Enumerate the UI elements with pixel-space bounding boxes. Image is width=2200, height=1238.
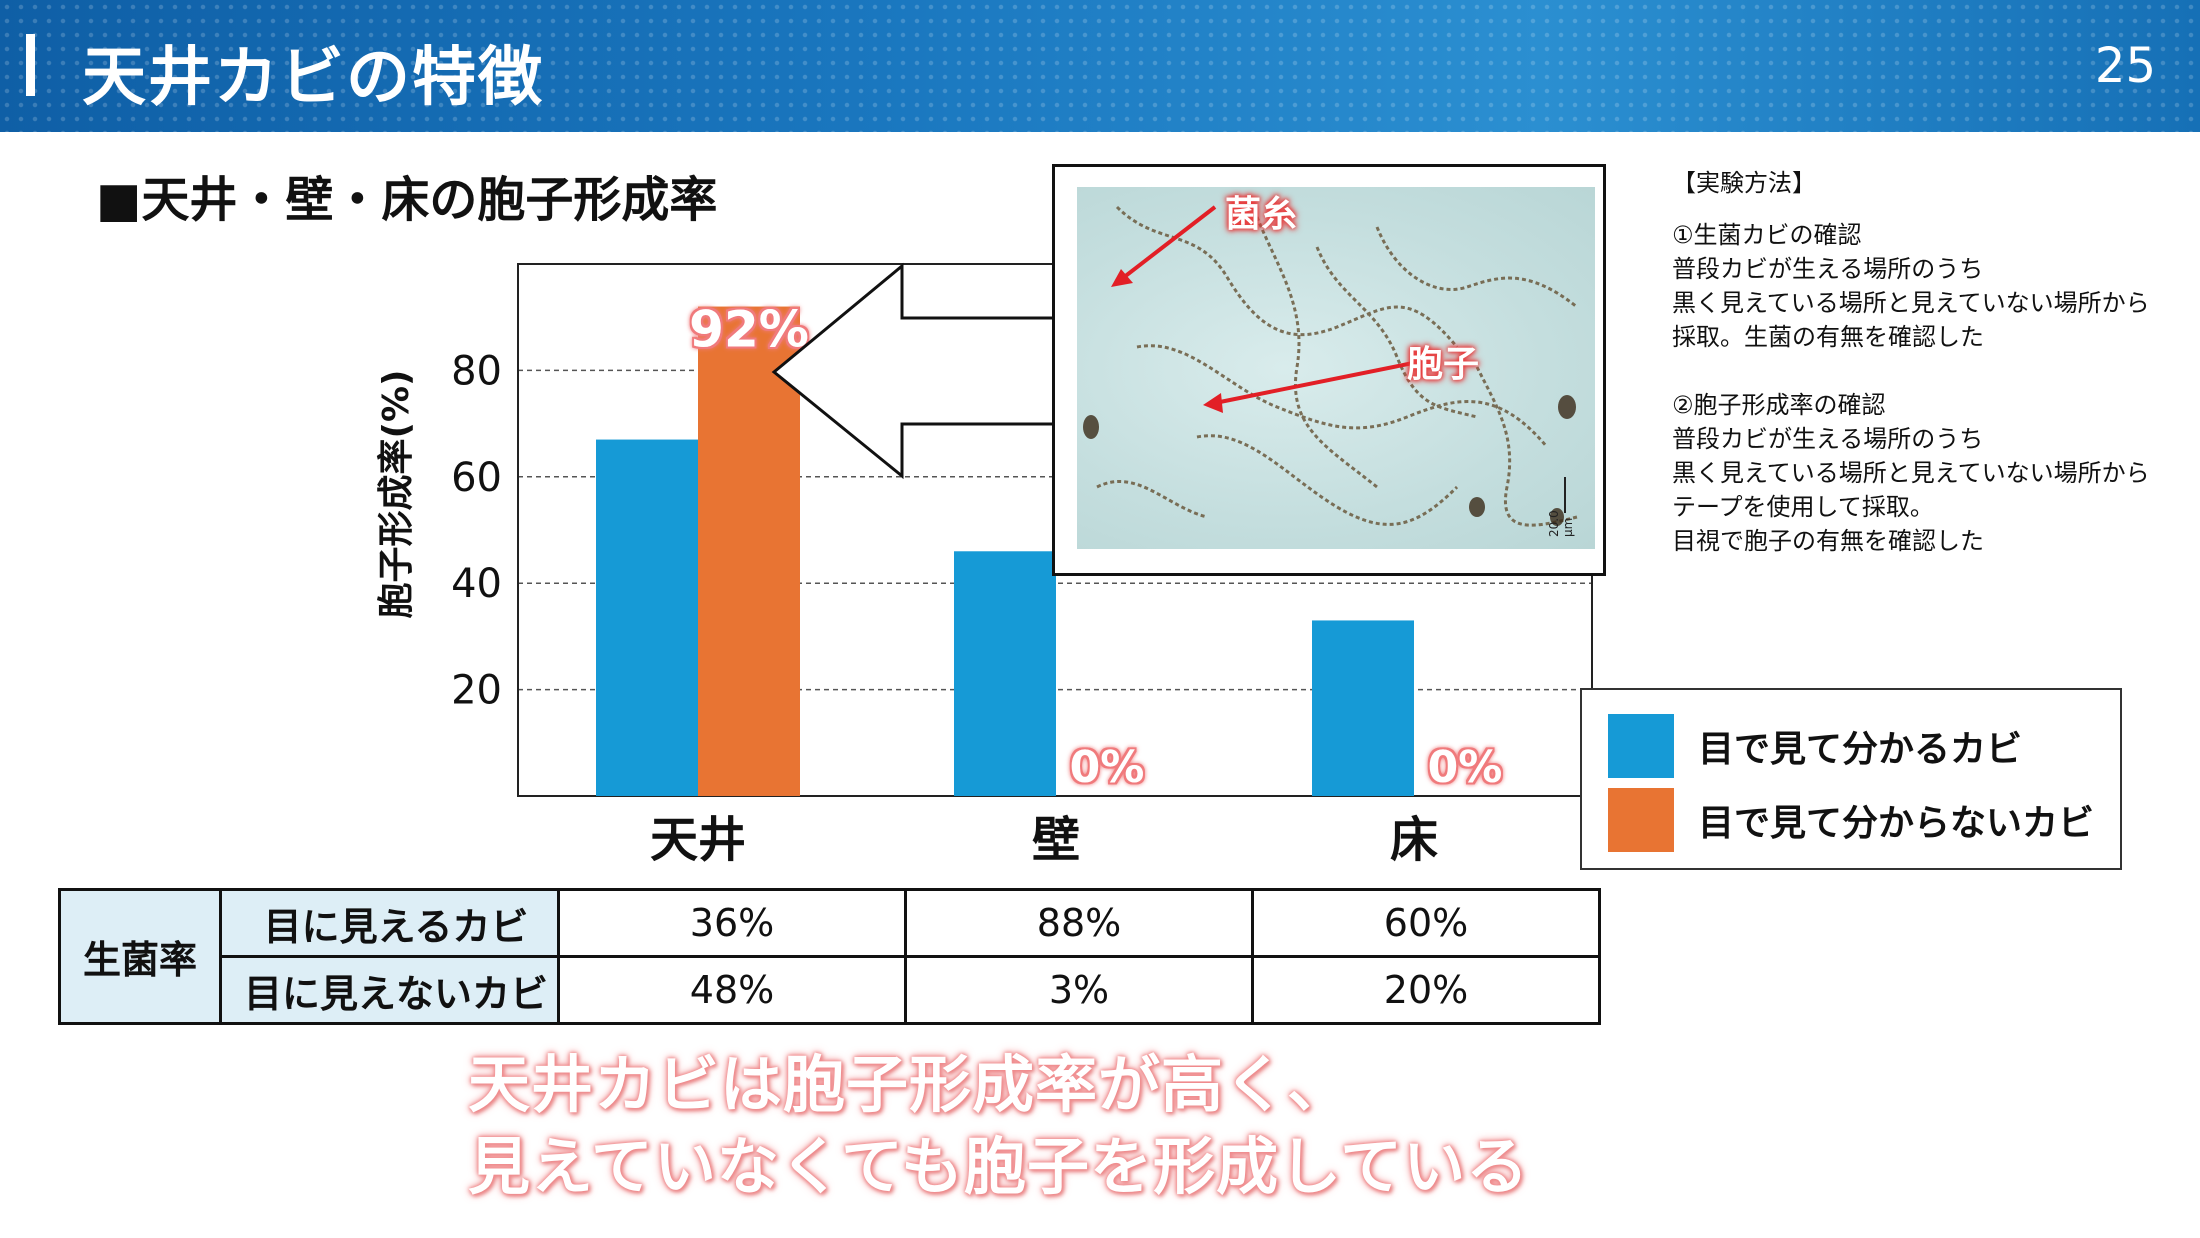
category-label: 床 (1390, 812, 1438, 868)
legend-swatch-blue (1608, 714, 1674, 778)
y-tick-label: 80 (451, 348, 502, 394)
micrograph-callout: 菌糸 胞子 20.0 μm (1052, 164, 1606, 576)
bar-invisible (698, 306, 800, 796)
header-accent-bar (26, 34, 35, 96)
bar-visible (596, 439, 698, 796)
method-step2-line: 普段カビが生える場所のうち (1672, 425, 1984, 453)
category-label: 天井 (650, 812, 746, 868)
micrograph-image: 菌糸 胞子 20.0 μm (1077, 187, 1595, 549)
method-step1-title: ①生菌カビの確認 (1672, 221, 1862, 249)
viability-table: 生菌率 目に見えるカビ 36% 88% 60% 目に見えないカビ 48% 3% … (58, 888, 1601, 1025)
callout-arrow (771, 262, 1056, 480)
table-row: 生菌率 目に見えるカビ 36% 88% 60% (58, 888, 1601, 1025)
method-step1-line: 採取。生菌の有無を確認した (1672, 323, 1984, 351)
conclusion-line: 天井カビは胞子形成率が高く、 (468, 1048, 1351, 1121)
table-cell: 3% (904, 955, 1254, 1025)
label-spores: 胞子 (1407, 344, 1480, 385)
bar-visible (1312, 620, 1414, 796)
conclusion-text: 天井カビは胞子形成率が高く、 見えていなくても胞子を形成している (468, 1044, 1529, 1208)
table-row-header: 生菌率 (58, 888, 222, 1025)
table-cell: 60% (1251, 888, 1601, 958)
data-label: 0% (1428, 742, 1503, 793)
micrograph-drawing (1083, 205, 1578, 527)
method-heading: 【実験方法】 (1672, 169, 1816, 197)
legend-item-invisible: 目で見て分からないカビ (1608, 788, 2094, 852)
y-tick-label: 40 (451, 561, 502, 607)
data-label: 92% (689, 301, 809, 359)
table-row: 目に見えないカビ 48% 3% 20% (60, 955, 1601, 1025)
bar-visible (954, 551, 1056, 796)
section-title: ■天井・壁・床の胞子形成率 (96, 172, 718, 228)
table-cell: 48% (557, 955, 907, 1025)
table-cell: 36% (557, 888, 907, 958)
method-step2-line: 黒く見えている場所と見えていない場所から (1672, 459, 2150, 487)
method-step2-title: ②胞子形成率の確認 (1672, 391, 1886, 419)
table-cell: 20% (1251, 955, 1601, 1025)
experiment-method: 【実験方法】 ①生菌カビの確認 普段カビが生える場所のうち 黒く見えている場所と… (1672, 166, 2172, 558)
page-title: 天井カビの特徴 (82, 41, 544, 115)
legend-swatch-orange (1608, 788, 1674, 852)
table-subheader: 目に見えないカビ (219, 955, 560, 1025)
category-label: 壁 (1032, 812, 1080, 868)
method-step2-line: 目視で胞子の有無を確認した (1672, 527, 1984, 555)
header-pattern (0, 0, 2200, 132)
y-tick-label: 60 (451, 455, 502, 501)
method-step1-line: 普段カビが生える場所のうち (1672, 255, 1984, 283)
method-step2-line: テープを使用して採取。 (1672, 493, 1934, 521)
chart-legend: 目で見て分かるカビ 目で見て分からないカビ (1580, 688, 2122, 870)
legend-label-invisible: 目で見て分からないカビ (1698, 803, 2095, 844)
y-axis-label: 胞子形成率(%) (376, 370, 417, 619)
label-hyphae: 菌糸 (1225, 194, 1298, 235)
header-banner: 天井カビの特徴 25 (0, 0, 2200, 132)
scale-bar-label: 20.0 μm (1547, 510, 1575, 537)
table-cell: 88% (904, 888, 1254, 958)
table-subheader: 目に見えるカビ (219, 888, 560, 958)
legend-label-visible: 目で見て分かるカビ (1698, 729, 2023, 770)
spore-formation-chart: 20 40 60 80 天井 壁 床 胞子形成率(%) 92% 0% 0% (376, 262, 1593, 868)
data-label: 0% (1070, 742, 1145, 793)
legend-item-visible: 目で見て分かるカビ (1608, 714, 2022, 778)
page-number: 25 (2094, 38, 2156, 94)
method-step1-line: 黒く見えている場所と見えていない場所から (1672, 289, 2150, 317)
y-tick-label: 20 (451, 668, 502, 714)
conclusion-line: 見えていなくても胞子を形成している (468, 1130, 1530, 1203)
